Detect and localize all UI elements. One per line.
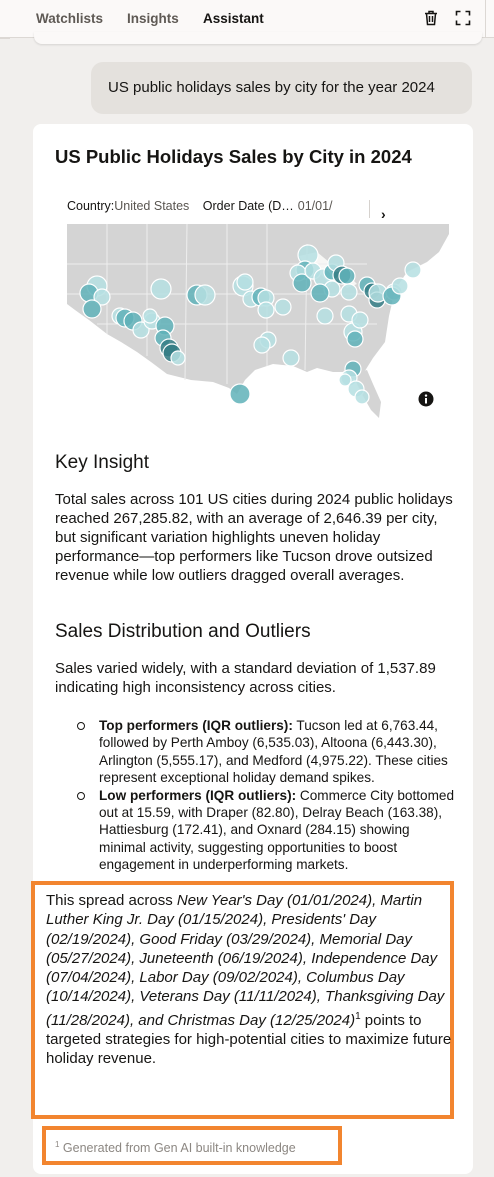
outlier-list: Top performers (IQR outliers): Tucson le… (77, 717, 457, 874)
city-bubble[interactable] (346, 330, 364, 348)
chevron-right-icon[interactable]: › (381, 206, 386, 222)
highlight-box-closing (31, 881, 454, 1119)
city-bubble[interactable] (282, 349, 300, 367)
key-insight-text: Total sales across 101 US cities during … (55, 491, 453, 584)
city-bubble[interactable] (316, 307, 334, 325)
previous-message-bubble (34, 32, 482, 44)
key-insight-heading: Key Insight (55, 452, 149, 473)
chat-scroll-area[interactable]: US public holidays sales by city for the… (10, 32, 484, 1177)
card-title: US Public Holidays Sales by City in 2024 (55, 146, 412, 167)
city-bubble[interactable] (257, 301, 275, 319)
city-bubble[interactable] (310, 283, 330, 303)
city-bubble[interactable] (229, 383, 251, 405)
footnote-ref[interactable]: 1 (355, 1010, 361, 1022)
list-item: Low performers (IQR outliers): Commerce … (77, 787, 457, 874)
filter-date-value[interactable]: 01/01/ (297, 199, 333, 213)
info-icon[interactable] (418, 391, 434, 407)
holiday-list: New Year's Day (01/01/2024), Martin Luth… (46, 892, 445, 1029)
city-bubble[interactable] (354, 389, 370, 405)
tab-watchlists[interactable]: Watchlists (36, 11, 104, 26)
toolbar-divider (485, 0, 486, 38)
filter-date-label: Order Date (D… (202, 199, 294, 213)
expand-icon[interactable] (454, 9, 472, 27)
city-bubble[interactable] (236, 273, 254, 291)
filter-country-label: Country: (67, 199, 115, 213)
city-bubbles (79, 244, 422, 405)
city-bubble[interactable] (274, 298, 292, 316)
footnote: 1 Generated from Gen AI built-in knowled… (55, 1140, 296, 1156)
sales-bubble-map[interactable] (67, 224, 449, 520)
tab-insights[interactable]: Insights (127, 11, 179, 26)
city-bubble[interactable] (340, 283, 358, 301)
city-bubble[interactable] (194, 284, 216, 306)
distribution-heading: Sales Distribution and Outliers (55, 621, 311, 642)
list-item: Top performers (IQR outliers): Tucson le… (77, 717, 457, 787)
tab-assistant[interactable]: Assistant (203, 11, 264, 26)
city-bubble[interactable] (82, 299, 102, 319)
edge-divider (0, 38, 10, 39)
filter-bar: Country:United States Order Date (D… 01/0… (67, 199, 333, 213)
city-bubble[interactable] (338, 373, 352, 387)
city-bubble[interactable] (253, 336, 271, 354)
user-message-text: US public holidays sales by city for the… (108, 79, 435, 96)
top-bar: Watchlists Insights Assistant (0, 0, 494, 38)
city-bubble[interactable] (132, 321, 150, 339)
city-bubble[interactable] (404, 261, 422, 279)
user-message-bubble: US public holidays sales by city for the… (91, 62, 472, 114)
trash-icon[interactable] (422, 9, 440, 27)
filter-divider (369, 200, 370, 218)
city-bubble[interactable] (351, 311, 369, 329)
city-bubble[interactable] (292, 273, 312, 293)
city-bubble[interactable] (93, 288, 111, 306)
city-bubble[interactable] (142, 308, 158, 324)
city-bubble[interactable] (170, 350, 186, 366)
city-bubble[interactable] (338, 267, 356, 285)
filter-country-value[interactable]: United States (114, 199, 190, 213)
city-bubble[interactable] (150, 278, 172, 300)
distribution-text: Sales varied widely, with a standard dev… (55, 660, 436, 696)
assistant-response-card: US Public Holidays Sales by City in 2024… (33, 124, 473, 1174)
highlight-box-footnote (42, 1126, 342, 1165)
city-bubble[interactable] (391, 277, 409, 295)
closing-paragraph: This spread across New Year's Day (01/01… (46, 892, 452, 1068)
